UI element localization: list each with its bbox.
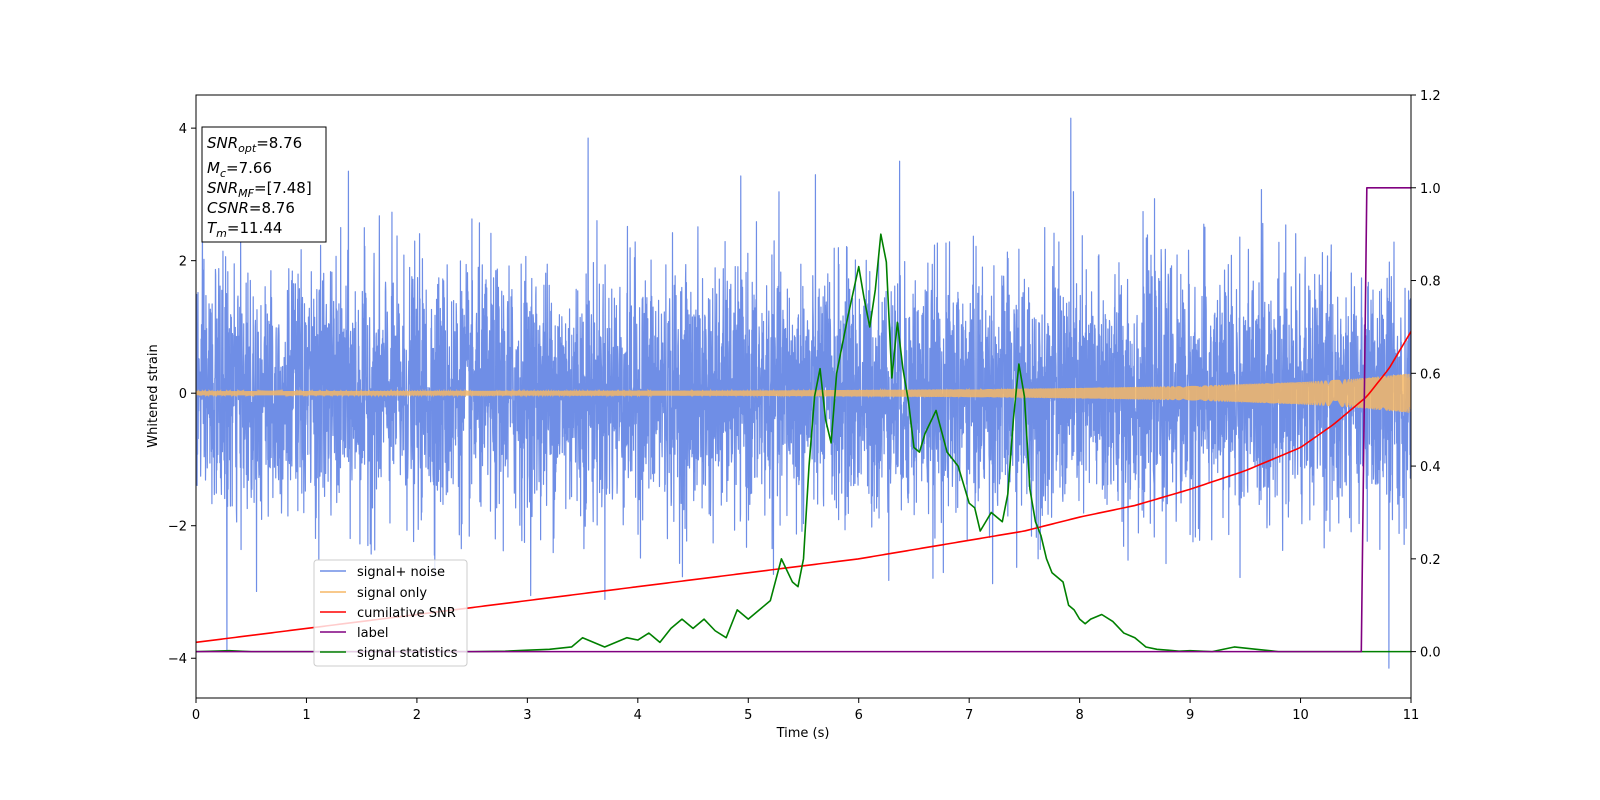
x-tick-label: 2 <box>413 708 421 723</box>
series-label-line <box>196 186 1411 653</box>
legend-label-signal-noise: signal+ noise <box>357 565 445 580</box>
y-right-tick-label: 0.6 <box>1420 367 1441 382</box>
x-tick-label: 3 <box>523 708 531 723</box>
y-right-tick-label: 1.2 <box>1420 89 1441 104</box>
series-signal-statistics-line <box>196 233 1411 653</box>
series-signal-only-line <box>196 373 1411 413</box>
y-right-tick-label: 1.0 <box>1420 182 1441 197</box>
plot-area-frame <box>195 94 1412 699</box>
x-tick-label: 1 <box>302 708 310 723</box>
info-mc: Mc=7.66 <box>207 159 272 180</box>
info-snr-opt: SNRopt=8.76 <box>207 134 302 155</box>
y-right-tick-label: 0.8 <box>1420 275 1441 290</box>
legend-entry-cumulative-snr: cumilative SNR <box>320 606 456 621</box>
legend-label-label: label <box>357 626 388 641</box>
series-signal-noise-line <box>196 117 1411 669</box>
y-right-tick-label: 0.2 <box>1420 553 1441 568</box>
y-right-tick-label: 0.4 <box>1420 460 1441 475</box>
y-left-tick-label: 4 <box>179 122 187 137</box>
legend-entry-signal-statistics: signal statistics <box>320 646 458 661</box>
y-left-tick-label: −4 <box>168 652 187 667</box>
x-tick-label: 7 <box>965 708 973 723</box>
y-left-tick-label: −2 <box>168 520 187 535</box>
legend: signal+ noise signal only cumilative SNR… <box>313 559 468 667</box>
legend-label-cumulative-snr: cumilative SNR <box>357 606 456 621</box>
y-left-tick-label: 0 <box>179 387 187 402</box>
info-snr-mf: SNRMF=[7.48] <box>207 179 312 200</box>
y-axis-left-label: Whitened strain <box>146 344 161 447</box>
legend-entry-signal-only: signal only <box>320 586 427 601</box>
x-tick-label: 11 <box>1403 708 1420 723</box>
y-axis-left: −4 −2 0 2 4 <box>168 122 196 667</box>
info-box: SNRopt=8.76 Mc=7.66 SNRMF=[7.48] CSNR=8.… <box>201 126 327 243</box>
x-tick-label: 9 <box>1186 708 1194 723</box>
y-axis-right: 0.0 0.2 0.4 0.6 0.8 1.0 1.2 <box>1411 89 1441 661</box>
legend-entry-label: label <box>320 626 388 641</box>
legend-label-signal-only: signal only <box>357 586 427 601</box>
x-tick-label: 8 <box>1075 708 1083 723</box>
x-tick-label: 4 <box>634 708 642 723</box>
x-tick-label: 5 <box>744 708 752 723</box>
y-left-tick-label: 2 <box>179 255 187 270</box>
y-right-tick-label: 0.0 <box>1420 646 1441 661</box>
legend-frame <box>313 559 468 667</box>
info-box-frame <box>201 126 327 243</box>
x-axis: 0 1 2 3 4 5 6 7 8 9 10 11 <box>192 698 1419 723</box>
legend-entry-signal-noise: signal+ noise <box>320 565 445 580</box>
info-tm: Tm=11.44 <box>207 219 282 240</box>
x-tick-label: 6 <box>855 708 863 723</box>
x-tick-label: 10 <box>1292 708 1309 723</box>
legend-label-signal-statistics: signal statistics <box>357 646 458 661</box>
info-csnr: CSNR=8.76 <box>207 199 295 217</box>
x-tick-label: 0 <box>192 708 200 723</box>
x-axis-label: Time (s) <box>776 726 830 741</box>
